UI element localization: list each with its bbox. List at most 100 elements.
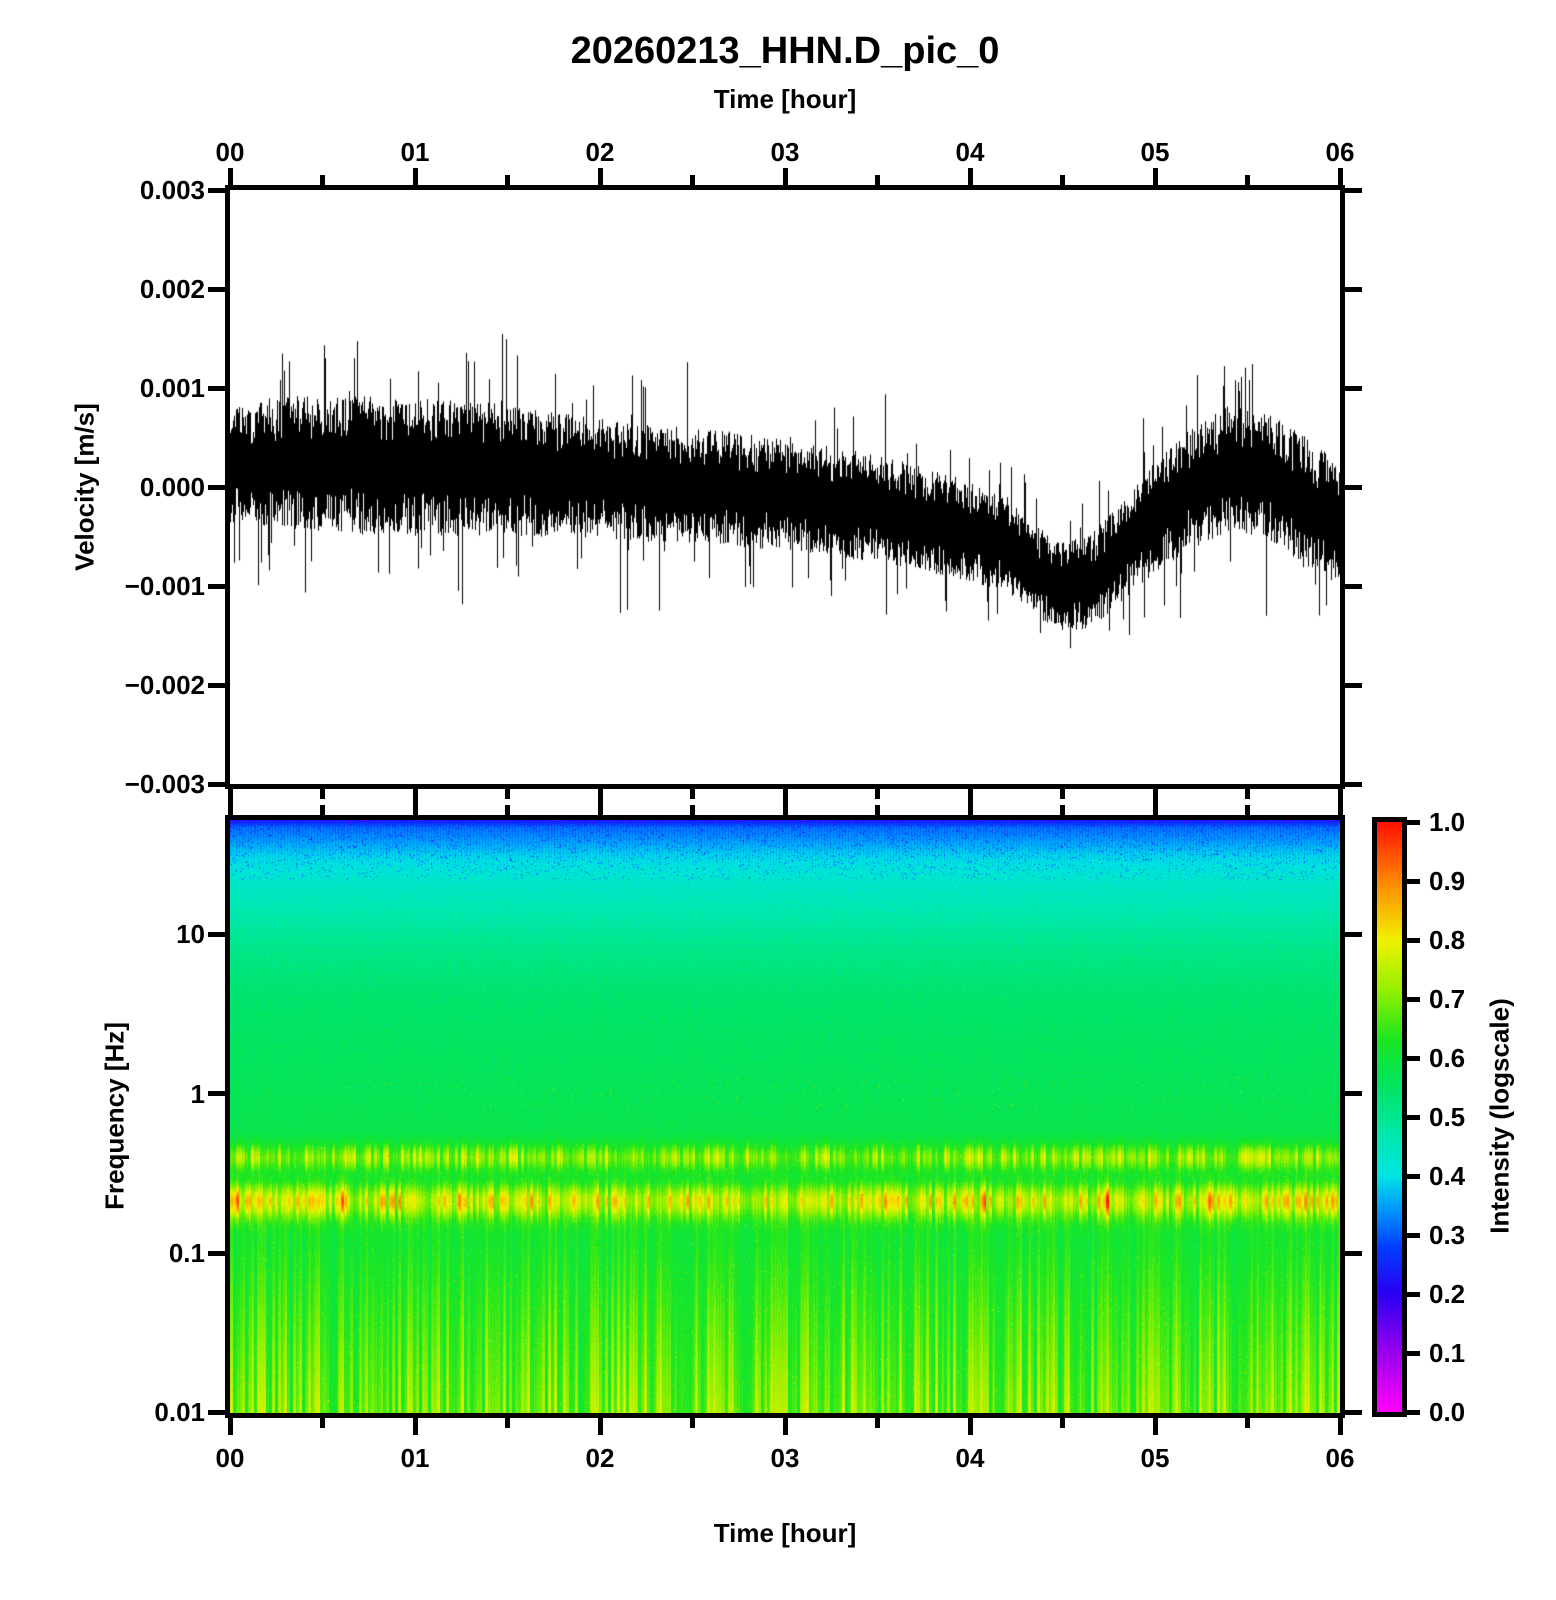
x-major-tick	[597, 168, 603, 185]
colorbar-tick	[1407, 1350, 1420, 1356]
y-tick-label: 10	[176, 919, 205, 950]
x-tick-label: 06	[1325, 1443, 1355, 1473]
x-major-tick	[412, 168, 418, 185]
colorbar-tick	[1407, 1055, 1420, 1061]
y-tick-label: −0.003	[124, 769, 205, 799]
x-minor-tick	[1245, 805, 1250, 815]
x-minor-tick	[690, 789, 695, 799]
colorbar-tick-label: 1.0	[1429, 807, 1466, 837]
x-minor-tick	[320, 805, 325, 815]
x-major-tick	[227, 168, 233, 185]
x-minor-tick	[1245, 1418, 1250, 1428]
colorbar-tick-label: 0.1	[1429, 1338, 1466, 1368]
x-major-tick	[227, 789, 233, 806]
y-major-tick	[1345, 1091, 1362, 1097]
x-minor-tick	[875, 789, 880, 799]
x-minor-tick	[1245, 175, 1250, 185]
colorbar-tick-label: 0.5	[1429, 1102, 1466, 1132]
x-major-tick	[597, 789, 603, 806]
x-minor-tick	[1060, 805, 1065, 815]
waveform-panel-frame	[225, 185, 1345, 789]
top-time-axis-label: Time [hour]	[713, 84, 857, 114]
x-minor-tick	[690, 175, 695, 185]
colorbar-tick	[1407, 878, 1420, 884]
colorbar-tick	[1407, 937, 1420, 943]
y-major-tick	[1345, 781, 1362, 787]
x-major-tick	[967, 789, 973, 806]
x-minor-tick	[690, 805, 695, 815]
colorbar-tick-label: 0.7	[1429, 984, 1466, 1014]
y-major-tick	[208, 781, 225, 787]
x-minor-tick	[1060, 175, 1065, 185]
x-minor-tick	[505, 805, 510, 815]
x-minor-tick	[505, 789, 510, 799]
x-tick-label: 02	[585, 1443, 615, 1473]
y-tick-label: 0.1	[168, 1238, 205, 1269]
bottom-time-axis-label: Time [hour]	[713, 1518, 857, 1548]
x-major-tick	[227, 1418, 233, 1435]
y-major-tick	[1345, 682, 1362, 688]
x-tick-label: 03	[770, 1443, 800, 1473]
x-minor-tick	[320, 175, 325, 185]
x-major-tick	[1337, 1418, 1343, 1435]
x-minor-tick	[320, 1418, 325, 1428]
x-tick-label: 00	[215, 137, 245, 167]
x-tick-label: 00	[215, 1443, 245, 1473]
x-minor-tick	[690, 1418, 695, 1428]
x-minor-tick	[1060, 1418, 1065, 1428]
x-tick-label: 05	[1140, 137, 1170, 167]
x-major-tick	[412, 789, 418, 806]
x-major-tick	[1337, 168, 1343, 185]
x-major-tick	[782, 789, 788, 806]
x-tick-label: 01	[400, 1443, 430, 1473]
y-major-tick	[208, 385, 225, 391]
colorbar-tick	[1407, 1114, 1420, 1120]
x-major-tick	[967, 1418, 973, 1435]
x-major-tick	[412, 798, 418, 815]
y-tick-label: −0.002	[124, 670, 205, 700]
y-major-tick	[208, 286, 225, 292]
spectrogram-canvas	[230, 820, 1340, 1413]
y-major-tick	[208, 682, 225, 688]
y-major-tick	[1345, 187, 1362, 193]
x-tick-label: 06	[1325, 137, 1355, 167]
colorbar-tick	[1407, 996, 1420, 1002]
x-major-tick	[1337, 798, 1343, 815]
x-major-tick	[967, 798, 973, 815]
x-tick-label: 04	[955, 1443, 985, 1473]
colorbar-tick	[1407, 1291, 1420, 1297]
colorbar-tick-label: 0.3	[1429, 1220, 1466, 1250]
x-major-tick	[597, 1418, 603, 1435]
x-minor-tick	[875, 1418, 880, 1428]
y-major-tick	[208, 1409, 225, 1415]
x-tick-label: 02	[585, 137, 615, 167]
x-major-tick	[1152, 168, 1158, 185]
y-major-tick	[208, 931, 225, 937]
y-tick-label: 1	[190, 1078, 205, 1109]
x-tick-label: 05	[1140, 1443, 1170, 1473]
x-minor-tick	[1245, 789, 1250, 799]
colorbar-tick-label: 0.4	[1429, 1161, 1466, 1191]
y-major-tick	[1345, 484, 1362, 490]
y-major-tick	[208, 484, 225, 490]
y-major-tick	[1345, 286, 1362, 292]
colorbar-tick-label: 0.8	[1429, 925, 1466, 955]
x-major-tick	[1152, 789, 1158, 806]
x-minor-tick	[1060, 789, 1065, 799]
x-major-tick	[1337, 789, 1343, 806]
x-major-tick	[782, 798, 788, 815]
x-major-tick	[227, 798, 233, 815]
x-minor-tick	[505, 175, 510, 185]
spectrogram-panel-frame	[225, 815, 1345, 1418]
y-major-tick	[1345, 1250, 1362, 1256]
y-major-tick	[208, 1250, 225, 1256]
y-tick-label: 0.001	[139, 373, 205, 403]
colorbar-tick-label: 0.9	[1429, 866, 1466, 896]
x-tick-label: 01	[400, 137, 430, 167]
x-major-tick	[782, 1418, 788, 1435]
colorbar-gradient	[1377, 822, 1402, 1412]
x-major-tick	[782, 168, 788, 185]
x-tick-label: 04	[955, 137, 985, 167]
colorbar-tick	[1407, 1409, 1420, 1415]
